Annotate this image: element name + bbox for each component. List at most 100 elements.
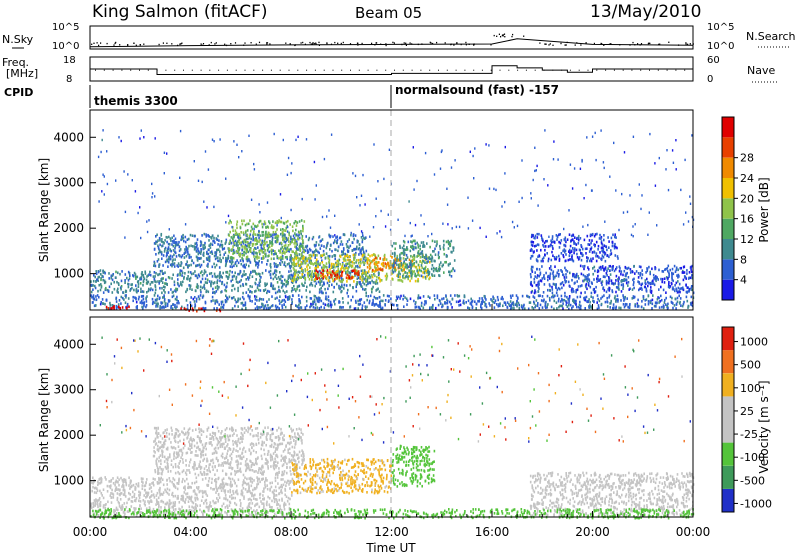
- data-cell: [290, 257, 292, 260]
- data-cell: [349, 277, 351, 281]
- data-cell: [678, 290, 680, 293]
- data-cell: [266, 225, 269, 228]
- data-cell: [392, 278, 394, 281]
- data-cell: [350, 298, 352, 302]
- data-cell: [279, 262, 281, 265]
- data-cell: [322, 266, 324, 270]
- data-cell: [349, 264, 351, 267]
- nave-point: [350, 69, 351, 71]
- data-cell: [343, 283, 346, 287]
- data-cell: [393, 303, 395, 307]
- data-cell: [551, 285, 553, 289]
- data-cell: [413, 264, 415, 268]
- nsearch-point: [430, 42, 432, 44]
- data-cell: [354, 253, 357, 257]
- nave-point: [103, 69, 105, 71]
- data-cell: [620, 306, 622, 310]
- data-cell: [240, 262, 243, 266]
- data-cell: [169, 254, 172, 258]
- data-cell: [293, 221, 295, 225]
- data-cell: [176, 243, 178, 247]
- data-cell: [230, 279, 232, 283]
- data-cell: [675, 287, 677, 291]
- data-cell: [493, 306, 496, 309]
- data-cell: [399, 272, 401, 276]
- data-cell: [268, 221, 271, 225]
- data-cell: [420, 252, 422, 255]
- data-cell: [618, 265, 621, 268]
- data-cell: [604, 300, 607, 304]
- data-cell: [312, 305, 315, 309]
- nave-point: [464, 69, 466, 71]
- data-cell: [534, 244, 536, 248]
- data-cell: [359, 260, 362, 263]
- data-cell: [551, 235, 554, 238]
- data-cell: [615, 290, 617, 294]
- nsearch-point: [403, 42, 405, 44]
- data-cell: [559, 304, 561, 308]
- data-cell: [258, 259, 260, 263]
- data-cell: [638, 288, 640, 292]
- data-cell: [572, 300, 575, 304]
- data-cell: [249, 233, 252, 236]
- data-cell: [334, 257, 336, 261]
- data-cell: [286, 257, 288, 261]
- data-cell: [281, 275, 284, 278]
- data-cell: [314, 278, 316, 281]
- data-cell: [166, 152, 168, 155]
- data-cell: [204, 307, 207, 310]
- data-cell: [539, 294, 541, 297]
- data-cell: [220, 302, 223, 306]
- nsearch-point: [453, 44, 455, 46]
- data-cell: [90, 283, 93, 287]
- data-cell: [441, 264, 444, 268]
- data-cell: [176, 305, 178, 308]
- data-cell: [555, 283, 557, 286]
- data-cell: [286, 290, 288, 293]
- data-cell: [308, 273, 311, 277]
- data-cell: [124, 281, 126, 284]
- data-cell: [620, 290, 623, 293]
- data-cell: [358, 281, 360, 284]
- data-cell: [531, 289, 533, 293]
- data-cell: [143, 304, 145, 308]
- data-cell: [94, 275, 96, 279]
- data-cell: [301, 282, 303, 286]
- data-cell: [599, 278, 602, 281]
- data-cell: [447, 240, 450, 244]
- data-cell: [190, 509, 193, 513]
- data-cell: [240, 231, 242, 234]
- data-cell: [253, 258, 256, 261]
- data-cell: [320, 305, 322, 309]
- data-cell: [417, 279, 420, 283]
- data-cell: [330, 265, 333, 268]
- data-cell: [537, 255, 539, 258]
- data-cell: [378, 290, 381, 293]
- data-cell: [608, 246, 610, 249]
- data-cell: [230, 241, 232, 245]
- data-cell: [402, 294, 405, 298]
- data-cell: [422, 241, 425, 244]
- data-cell: [498, 303, 500, 306]
- data-cell: [633, 296, 635, 300]
- data-cell: [195, 249, 198, 252]
- data-cell: [666, 149, 668, 152]
- data-cell: [604, 275, 606, 279]
- data-cell: [221, 276, 223, 279]
- data-cell: [347, 295, 350, 298]
- data-cell: [297, 276, 300, 280]
- data-cell: [463, 302, 465, 305]
- data-cell: [622, 287, 624, 290]
- data-cell: [679, 300, 681, 304]
- data-cell: [257, 284, 259, 287]
- data-cell: [654, 276, 656, 279]
- data-cell: [305, 295, 308, 299]
- data-cell: [399, 275, 401, 279]
- data-cell: [590, 189, 593, 192]
- data-cell: [318, 298, 321, 302]
- data-cell: [310, 297, 313, 300]
- data-cell: [554, 294, 556, 298]
- data-cell: [421, 255, 424, 259]
- data-cell: [597, 244, 600, 248]
- data-cell: [197, 286, 199, 290]
